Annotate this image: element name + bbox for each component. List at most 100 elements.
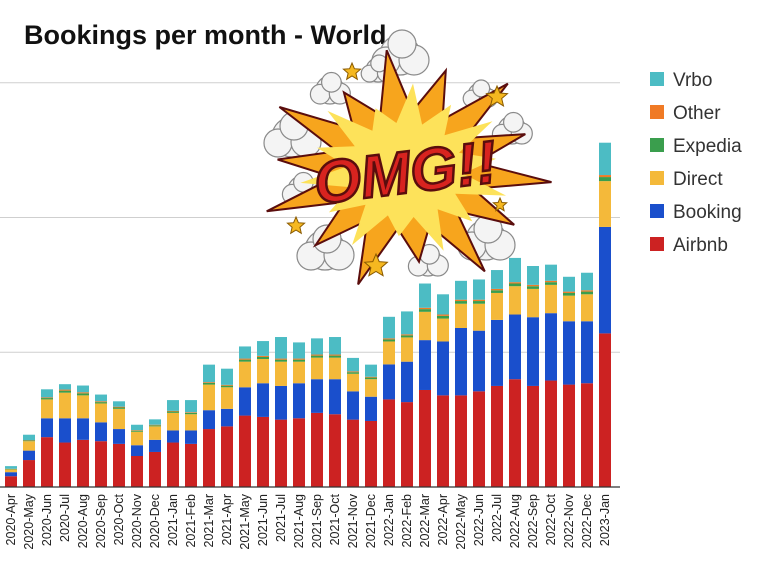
bar-segment-expedia [113, 407, 125, 409]
bar-segment-direct [491, 292, 503, 320]
chart-title: Bookings per month - World [24, 20, 386, 50]
bar-segment-expedia [545, 282, 557, 285]
legend-label-expedia: Expedia [673, 136, 742, 157]
x-tick-label: 2022-Dec [580, 494, 594, 548]
bar-segment-expedia [383, 339, 395, 342]
bar-segment-booking [167, 430, 179, 443]
bar-segment-other [311, 354, 323, 356]
bar-segment-vrbo [203, 364, 215, 383]
bar-segment-booking [23, 450, 35, 461]
bar-segment-expedia [581, 291, 593, 295]
bar-segment-expedia [599, 177, 611, 182]
bar-segment-booking [77, 418, 89, 440]
bar-segment-airbnb [437, 395, 449, 487]
x-tick-label: 2022-May [454, 493, 468, 549]
bar-segment-vrbo [509, 257, 521, 283]
bar-segment-expedia [455, 301, 467, 304]
bar-segment-expedia [347, 372, 359, 374]
bar-segment-expedia [257, 356, 269, 359]
bar-segment-booking [401, 361, 413, 403]
bar-segment-vrbo [293, 342, 305, 359]
bar-segment-other [581, 290, 593, 292]
bar-segment-direct [599, 181, 611, 227]
x-tick-label: 2022-Oct [544, 493, 558, 545]
bar-segment-direct [401, 337, 413, 362]
bar-segment-airbnb [473, 391, 485, 487]
bar-segment-other [347, 371, 359, 373]
bar-segment-expedia [473, 301, 485, 304]
bar-segment-direct [185, 414, 197, 431]
bar-segment-expedia [401, 335, 413, 338]
bar-segment-other [131, 430, 143, 431]
bar-segment-booking [527, 317, 539, 386]
bar-segment-vrbo [149, 419, 161, 425]
x-tick-label: 2021-Feb [184, 494, 198, 548]
bar-segment-direct [437, 318, 449, 342]
bar-segment-expedia [41, 398, 53, 400]
bar-segment-vrbo [257, 341, 269, 356]
bar-segment-booking [581, 321, 593, 384]
bar-segment-airbnb [113, 443, 125, 487]
bar-segment-booking [203, 410, 215, 430]
bar-segment-expedia [419, 309, 431, 312]
bar-segment-booking [437, 341, 449, 396]
bar-segment-expedia [23, 440, 35, 442]
bar-segment-other [419, 307, 431, 310]
bar-segment-other [257, 355, 269, 357]
bar-segment-booking [347, 391, 359, 420]
legend-label-direct: Direct [673, 169, 723, 190]
bar-segment-vrbo [365, 364, 377, 377]
bar-segment-airbnb [455, 395, 467, 487]
legend-swatch-other [650, 105, 664, 119]
bar-segment-vrbo [491, 270, 503, 289]
bar-segment-booking [473, 330, 485, 392]
bar-segment-vrbo [311, 338, 323, 355]
bar-segment-expedia [59, 390, 71, 393]
bar-segment-airbnb [5, 476, 17, 487]
x-tick-label: 2021-Oct [328, 493, 342, 545]
bar-segment-other [113, 406, 125, 408]
bar-segment-expedia [185, 412, 197, 415]
bar-segment-other [149, 424, 161, 426]
bar-segment-airbnb [509, 379, 521, 487]
bar-segment-vrbo [239, 346, 251, 359]
bar-segment-other [77, 392, 89, 394]
x-tick-label: 2022-Nov [562, 493, 576, 548]
bar-segment-direct [257, 358, 269, 384]
bar-segment-direct [419, 311, 431, 341]
x-tick-label: 2021-Mar [202, 494, 216, 548]
bar-segment-vrbo [185, 400, 197, 413]
x-tick-label: 2021-Apr [220, 494, 234, 545]
bar-segment-booking [59, 418, 71, 443]
bar-segment-direct [5, 469, 17, 473]
bar-segment-airbnb [599, 333, 611, 487]
legend-label-vrbo: Vrbo [673, 70, 712, 91]
bar-segment-vrbo [437, 294, 449, 315]
bar-segment-expedia [203, 382, 215, 385]
bar-segment-direct [275, 361, 287, 386]
bar-segment-other [563, 291, 575, 293]
x-tick-label: 2022-Sep [526, 494, 540, 548]
x-tick-label: 2022-Apr [436, 494, 450, 545]
star-icon [286, 215, 306, 235]
x-tick-label: 2022-Aug [508, 494, 522, 548]
x-tick-label: 2021-May [238, 493, 252, 549]
x-tick-label: 2021-Aug [292, 494, 306, 548]
bar-segment-airbnb [491, 385, 503, 487]
x-tick-label: 2021-Sep [310, 494, 324, 548]
bar-segment-other [545, 280, 557, 283]
bar-segment-expedia [293, 359, 305, 362]
x-tick-label: 2020-Sep [94, 494, 108, 548]
x-tick-label: 2022-Jan [382, 494, 396, 546]
bar-segment-other [527, 284, 539, 287]
bar-segment-other [293, 358, 305, 360]
bar-segment-vrbo [347, 357, 359, 372]
bar-segment-other [59, 389, 71, 391]
bar-segment-booking [383, 364, 395, 400]
bar-segment-booking [5, 472, 17, 477]
bar-segment-expedia [167, 411, 179, 413]
bar-segment-other [185, 412, 197, 413]
bar-segment-direct [509, 286, 521, 315]
bar-segment-airbnb [23, 460, 35, 487]
